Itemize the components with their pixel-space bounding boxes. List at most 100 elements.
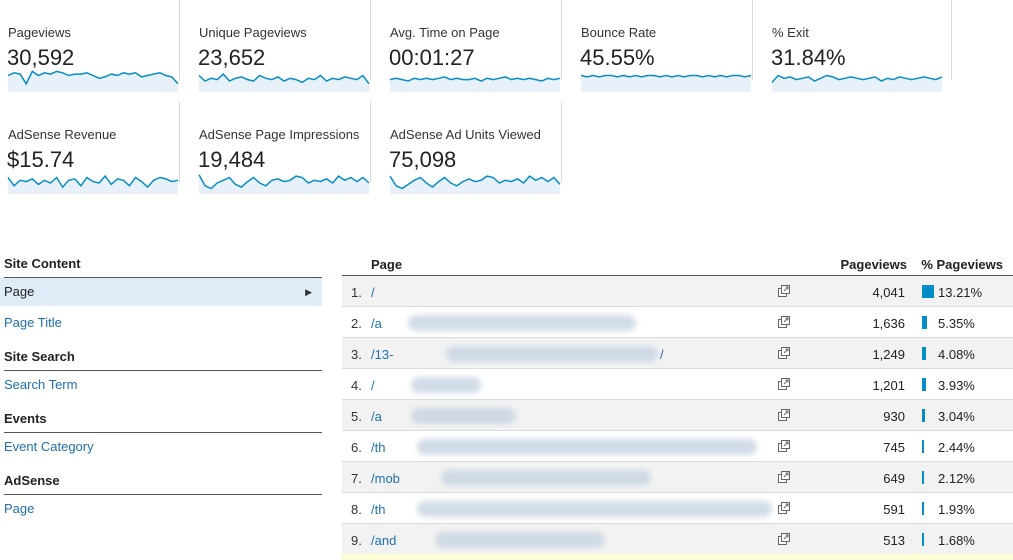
pct-pageviews-value: 3.04% (938, 409, 975, 424)
open-in-new-window-icon[interactable] (778, 316, 790, 328)
pageviews-value: 1,249 (872, 347, 905, 362)
open-in-new-window-icon[interactable] (778, 347, 790, 359)
sparkline (771, 74, 943, 92)
metric-label: AdSense Ad Units Viewed (390, 127, 541, 142)
redacted-text (435, 532, 605, 548)
metric-label: % Exit (772, 25, 809, 40)
redacted-text (411, 408, 516, 424)
pct-pageviews-value: 1.68% (938, 533, 975, 548)
metric-adsense-page-impressions[interactable]: AdSense Page Impressions 19,484 (191, 102, 371, 194)
row-rank: 9. (351, 533, 362, 548)
nav-item-page[interactable]: Page ▶ (0, 278, 322, 306)
sparkline-line (771, 74, 943, 83)
page-link-suffix[interactable]: / (660, 347, 664, 362)
metric-bounce-rate[interactable]: Bounce Rate 45.55% (573, 0, 753, 92)
metric-value: 23,652 (198, 45, 266, 70)
nav-item-adsense-page[interactable]: Page (4, 501, 35, 516)
pageviews-value: 1,636 (872, 316, 905, 331)
sparkline (7, 174, 179, 194)
metric-pageviews[interactable]: Pageviews 30,592 (0, 0, 180, 92)
nav-item-search-term[interactable]: Search Term (4, 377, 78, 392)
open-in-new-window-icon[interactable] (778, 440, 790, 452)
table-row: 3. /13- / 1,249 4.08% (342, 338, 1013, 369)
pct-pageviews-value: 13.21% (938, 285, 983, 300)
metric-value: 00:01:27 (389, 45, 475, 70)
nav-item-event-category[interactable]: Event Category (4, 439, 94, 454)
metric-adsense-revenue[interactable]: AdSense Revenue $15.74 (0, 102, 180, 194)
page-link[interactable]: /th (371, 502, 386, 517)
metric-value: 19,484 (198, 147, 266, 172)
page-link[interactable]: /a (371, 409, 382, 424)
open-in-new-window-icon[interactable] (778, 502, 790, 514)
table-row: 2. /a 1,636 5.35% (342, 307, 1013, 338)
metric-unique-pageviews[interactable]: Unique Pageviews 23,652 (191, 0, 371, 92)
pageviews-value: 591 (883, 502, 905, 517)
table-row: 6. /th 745 2.44% (342, 431, 1013, 462)
table-header: Page Pageviews % Pageviews (342, 250, 1013, 276)
metric-label: AdSense Revenue (8, 127, 117, 142)
pct-bar (922, 347, 926, 360)
column-header-pageviews[interactable]: Pageviews (840, 257, 908, 272)
metric-label: AdSense Page Impressions (199, 127, 360, 142)
row-rank: 6. (351, 440, 362, 455)
nav-heading-site-search: Site Search (4, 349, 322, 371)
pageviews-value: 649 (883, 471, 905, 486)
pct-pageviews-value: 2.44% (938, 440, 975, 455)
row-rank: 7. (351, 471, 362, 486)
row-rank: 2. (351, 316, 362, 331)
table-row: 4. / 1,201 3.93% (342, 369, 1013, 400)
row-rank: 1. (351, 285, 362, 300)
page-link[interactable]: /mob (371, 471, 400, 486)
sparkline-area (199, 74, 369, 92)
pct-pageviews-value: 2.12% (938, 471, 975, 486)
sparkline-area (581, 75, 751, 92)
column-header-page[interactable]: Page (371, 257, 403, 272)
sparkline-line (198, 174, 370, 190)
sparkline (389, 76, 561, 92)
metric-adsense-ad-units-viewed[interactable]: AdSense Ad Units Viewed 75,098 (382, 102, 562, 194)
page-link[interactable]: /th (371, 440, 386, 455)
pct-bar (922, 471, 924, 484)
page-link[interactable]: / (371, 285, 375, 300)
pct-bar (922, 533, 924, 546)
page-link[interactable]: /a (371, 316, 382, 331)
sparkline (580, 74, 752, 92)
pct-pageviews-value: 5.35% (938, 316, 975, 331)
metric-label: Avg. Time on Page (390, 25, 500, 40)
table-row: 9. /and 513 1.68% (342, 524, 1013, 555)
metric-avg-time-on-page[interactable]: Avg. Time on Page 00:01:27 (382, 0, 562, 92)
pageviews-value: 930 (883, 409, 905, 424)
sparkline-line (7, 174, 179, 189)
sparkline (198, 73, 370, 92)
sparkline-area (390, 176, 560, 194)
open-in-new-window-icon[interactable] (778, 378, 790, 390)
pageviews-value: 745 (883, 440, 905, 455)
sparkline-line (7, 70, 179, 86)
pageviews-value: 513 (883, 533, 905, 548)
row-rank: 5. (351, 409, 362, 424)
sparkline-area (8, 176, 178, 194)
page-link[interactable]: / (371, 378, 375, 393)
sparkline-line (389, 76, 561, 82)
sparkline (389, 175, 561, 194)
open-in-new-window-icon[interactable] (778, 471, 790, 483)
pct-bar (922, 502, 924, 515)
chevron-right-icon: ▶ (305, 287, 312, 297)
open-in-new-window-icon[interactable] (778, 409, 790, 421)
page-link[interactable]: /13- (371, 347, 394, 362)
open-in-new-window-icon[interactable] (778, 533, 790, 545)
redacted-text (408, 315, 636, 331)
open-in-new-window-icon[interactable] (778, 285, 790, 297)
pct-bar (922, 378, 926, 391)
page-link[interactable]: /and (371, 533, 397, 548)
table-footer-highlight (342, 554, 1013, 560)
metric-exit[interactable]: % Exit 31.84% (764, 0, 952, 92)
redacted-text (411, 377, 481, 393)
pct-pageviews-value: 3.93% (938, 378, 975, 393)
redacted-text (417, 439, 757, 455)
row-rank: 8. (351, 502, 362, 517)
table-row: 8. /th 591 1.93% (342, 493, 1013, 524)
nav-item-page-title[interactable]: Page Title (4, 315, 62, 330)
redacted-text (446, 346, 658, 362)
column-header-pct-pageviews[interactable]: % Pageviews (921, 257, 1003, 272)
